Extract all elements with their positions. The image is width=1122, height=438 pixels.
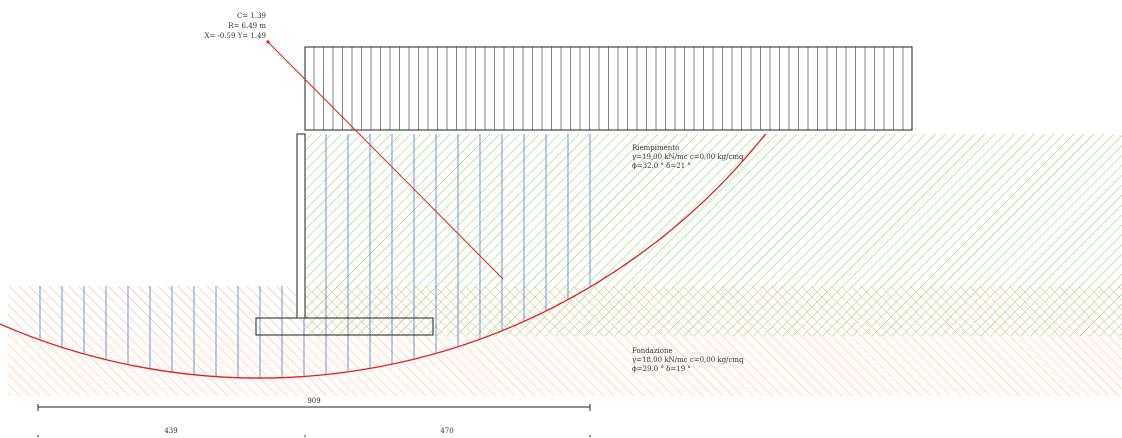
- fill-soil-props2: ϕ=32.0 ° δ=21 °: [632, 162, 691, 170]
- retaining-wall: [255, 133, 434, 336]
- foundation-soil-props2: ϕ=29.0 ° δ=19 °: [632, 365, 691, 373]
- slip-circle-arc: [0, 133, 767, 379]
- fill-soil-props1: γ=19,00 kN/mc c=0,00 kg/cmq: [632, 153, 744, 161]
- dimension-left-label: 439: [164, 427, 177, 435]
- dimension-total: 909: [37, 397, 591, 411]
- foundation-soil-props1: γ=18,00 kN/mc c=0,00 kg/cmq: [632, 356, 744, 364]
- circle-info-xy: X= -0.59 Y= 1.49: [204, 32, 266, 40]
- circle-info-c: C= 1.39: [237, 12, 266, 20]
- foundation-soil-name: Fondazione: [632, 347, 673, 355]
- dimension-total-label: 909: [307, 397, 320, 405]
- surcharge-lines: [313, 47, 904, 130]
- wall-stem: [296, 133, 306, 319]
- backfill-soil-layer: [303, 134, 1122, 336]
- slice-lines: [39, 134, 591, 378]
- dimension-parts: 439 470: [37, 427, 591, 437]
- circle-info-r: R= 6.49 m: [228, 22, 266, 30]
- circle-center-marker: [266, 40, 270, 44]
- fill-soil-name: Riempimento: [632, 144, 679, 152]
- radius-line: [267, 41, 504, 280]
- surcharge-load: [304, 46, 913, 131]
- dimension-right-label: 470: [440, 427, 453, 435]
- wall-footing: [255, 317, 434, 336]
- foundation-soil-lower-box: [8, 336, 1122, 396]
